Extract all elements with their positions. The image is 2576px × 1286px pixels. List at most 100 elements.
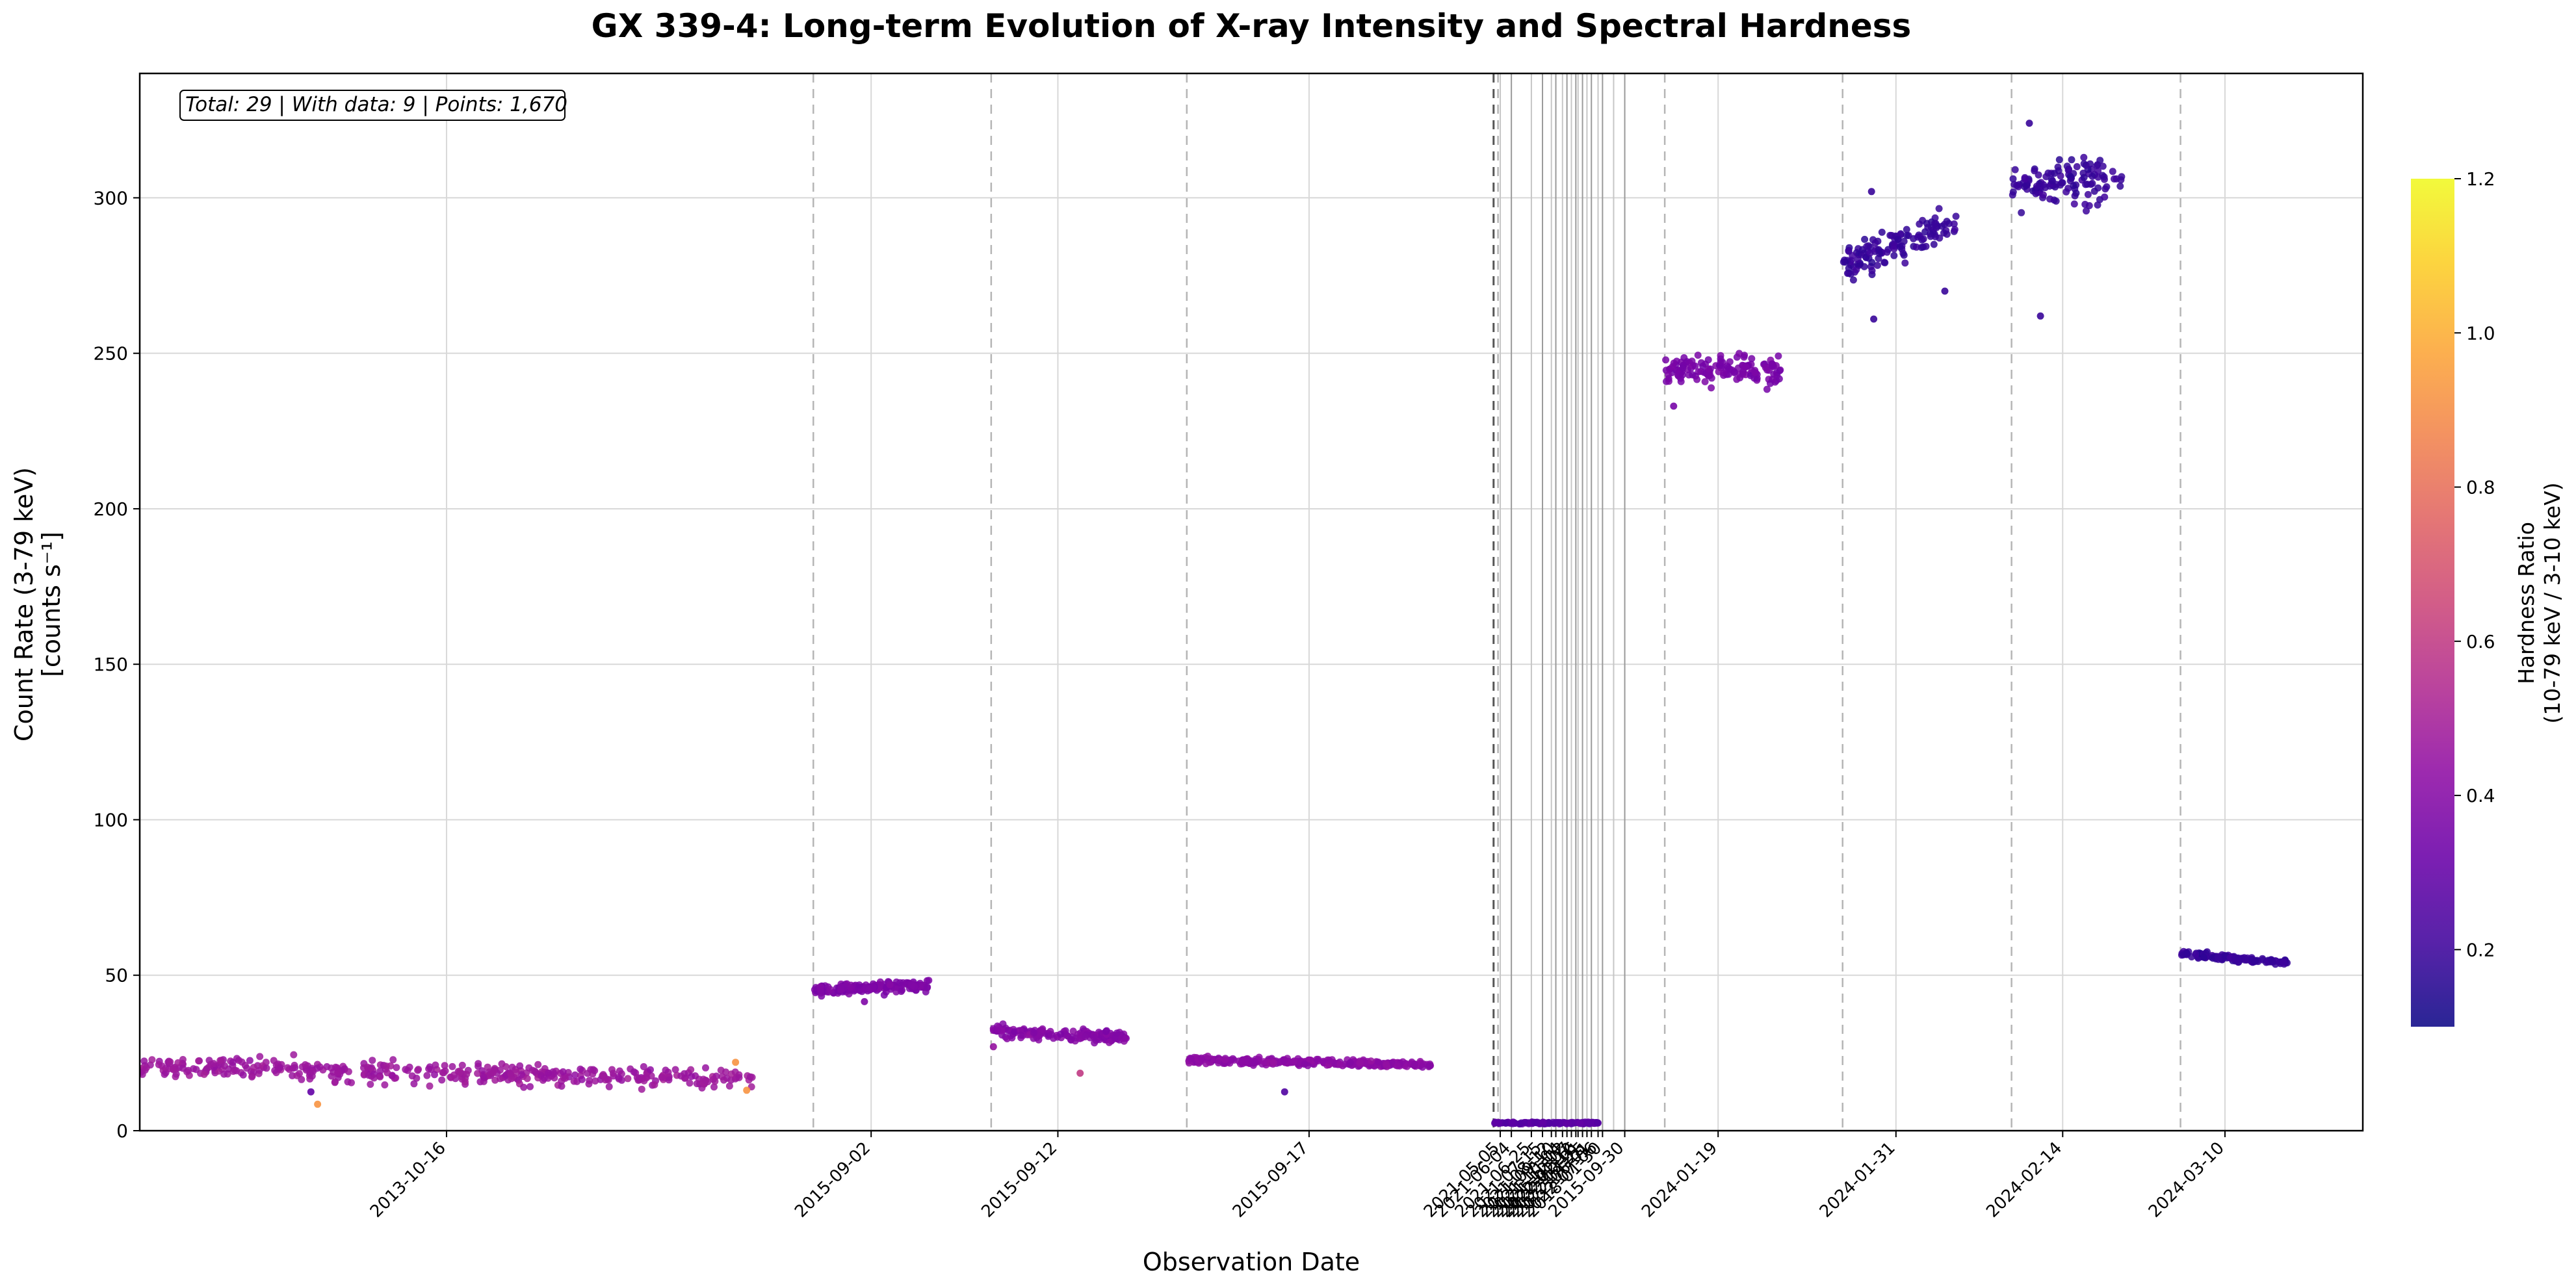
data-point (1689, 371, 1697, 379)
data-point (1105, 1038, 1113, 1046)
data-point (1880, 259, 1888, 266)
data-point (1011, 1028, 1019, 1036)
data-point (2090, 187, 2098, 195)
data-point (2080, 153, 2088, 161)
data-point (585, 1080, 593, 1088)
data-point (414, 1066, 422, 1074)
data-point (1845, 248, 1853, 255)
data-point (725, 1082, 733, 1090)
data-point (166, 1058, 174, 1066)
data-point (880, 991, 888, 999)
data-point (1866, 249, 1874, 257)
data-point (1202, 1060, 1210, 1068)
data-point (1919, 235, 1927, 243)
data-point (243, 1064, 251, 1072)
data-point (671, 1066, 679, 1074)
data-point (717, 1066, 725, 1074)
data-point (1943, 231, 1951, 238)
data-point-outlier (1670, 402, 1678, 410)
data-point (1871, 239, 1879, 247)
data-point (2192, 950, 2200, 958)
data-point (2049, 177, 2056, 185)
data-point (2200, 953, 2207, 961)
data-point-outlier (307, 1088, 315, 1096)
data-point (925, 977, 933, 984)
data-point (615, 1074, 623, 1081)
data-point (393, 1064, 400, 1072)
data-point (1057, 1030, 1065, 1038)
data-point (2021, 183, 2029, 190)
data-point (439, 1069, 447, 1077)
data-point (1862, 253, 1870, 261)
data-point (239, 1071, 247, 1079)
data-point (289, 1064, 296, 1072)
colorbar: 0.2 0.4 0.6 0.8 1.0 1.2 Hardness Ratio (10-79… (2411, 168, 2565, 1027)
data-point (2046, 195, 2054, 203)
data-point-outlier (2036, 312, 2044, 320)
data-point (2231, 955, 2239, 962)
data-point (1912, 243, 1920, 251)
data-point (216, 1057, 224, 1064)
data-point (2040, 191, 2047, 199)
data-point (384, 1069, 391, 1077)
colorbar-label: Hardness Ratio (10-79 keV / 3-10 keV) (2514, 482, 2565, 723)
data-point (512, 1068, 520, 1076)
colorbar-tick-label: 1.0 (2466, 322, 2495, 344)
data-point (896, 979, 904, 986)
data-point (345, 1068, 352, 1075)
data-point (1903, 231, 1910, 239)
data-point (1067, 1036, 1074, 1043)
data-point (1715, 368, 1723, 376)
y-tick-label: 0 (116, 1120, 128, 1142)
data-point (638, 1085, 645, 1093)
x-tick-label: 2024-02-14 (1983, 1138, 2066, 1222)
y-tick-label: 250 (94, 343, 128, 365)
data-point (2101, 185, 2109, 193)
stats-box: Total: 29 | With data: 9 | Points: 1,670 (179, 90, 567, 121)
data-point (1704, 371, 1711, 379)
data-point (449, 1062, 456, 1070)
data-point (1751, 368, 1759, 376)
data-point (2071, 192, 2079, 199)
data-point (1914, 233, 1921, 241)
colorbar-tick-label: 0.8 (2466, 477, 2495, 498)
data-point (450, 1071, 458, 1079)
data-point (2035, 171, 2042, 179)
data-point (2082, 181, 2090, 188)
data-point (1665, 375, 1672, 383)
data-point (369, 1057, 376, 1064)
data-point (1688, 357, 1696, 365)
data-point (1726, 365, 1734, 372)
data-point (2052, 198, 2060, 205)
data-point (2064, 185, 2072, 192)
data-point (1102, 1027, 1110, 1035)
data-point (1249, 1061, 1257, 1069)
x-axis-label: Observation Date (1143, 1248, 1360, 1276)
data-point (1531, 1118, 1539, 1126)
data-point (1290, 1057, 1298, 1065)
data-point (2073, 163, 2081, 170)
data-point (1849, 276, 1857, 284)
data-point (250, 1064, 257, 1072)
data-point (2070, 200, 2078, 208)
data-point (1003, 1035, 1011, 1042)
data-point (1301, 1061, 1308, 1068)
data-point (686, 1079, 694, 1087)
y-axis-label-line1: Count Rate (3-79 keV) (10, 467, 38, 741)
data-point (1873, 261, 1881, 269)
data-point (605, 1076, 612, 1084)
data-point (200, 1070, 208, 1078)
data-point (1680, 354, 1688, 361)
data-point (1313, 1055, 1321, 1063)
stats-text: Total: 29 | With data: 9 | Points: 1,670 (185, 93, 567, 116)
data-point (520, 1083, 528, 1091)
data-point (497, 1075, 504, 1083)
data-point (2068, 156, 2075, 164)
observation-boundaries (813, 73, 2181, 1131)
data-point (290, 1051, 298, 1059)
data-point-outlier (1076, 1070, 1084, 1077)
x-tick-label: 2015-09-02 (791, 1138, 874, 1222)
data-point (2055, 156, 2063, 164)
data-point (1518, 1119, 1525, 1127)
data-point (826, 986, 834, 994)
